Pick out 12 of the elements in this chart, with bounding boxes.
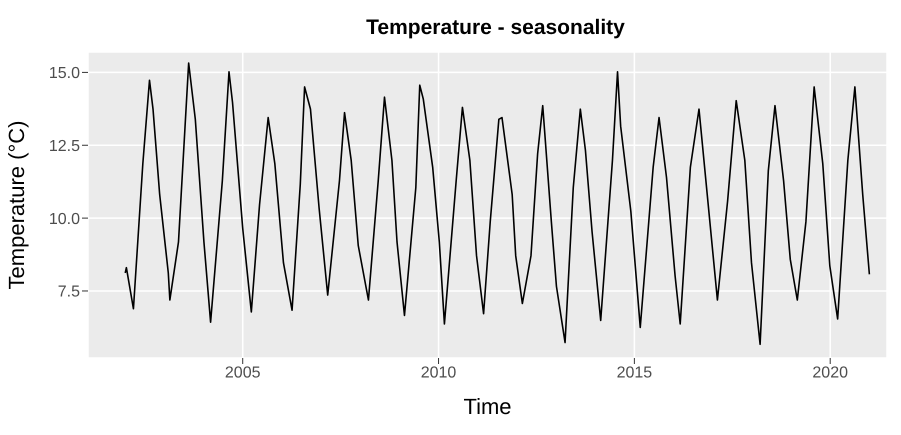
x-tick-label: 2005 [224,364,261,382]
chart-title: Temperature - seasonality [365,15,626,41]
y-tick-label: 15.0 [48,65,80,82]
y-tick-label: 7.5 [58,284,80,301]
y-tick-label: 10.0 [48,210,80,228]
x-tick-label: 2010 [420,364,456,382]
x-axis-title: Time [463,394,512,419]
line-series [124,62,870,346]
x-tick-label: 2015 [616,364,652,382]
x-tick-label: 2020 [812,364,848,382]
y-tick-label: 12.5 [48,138,80,155]
y-axis-title: Temperature (°C) [4,120,29,290]
